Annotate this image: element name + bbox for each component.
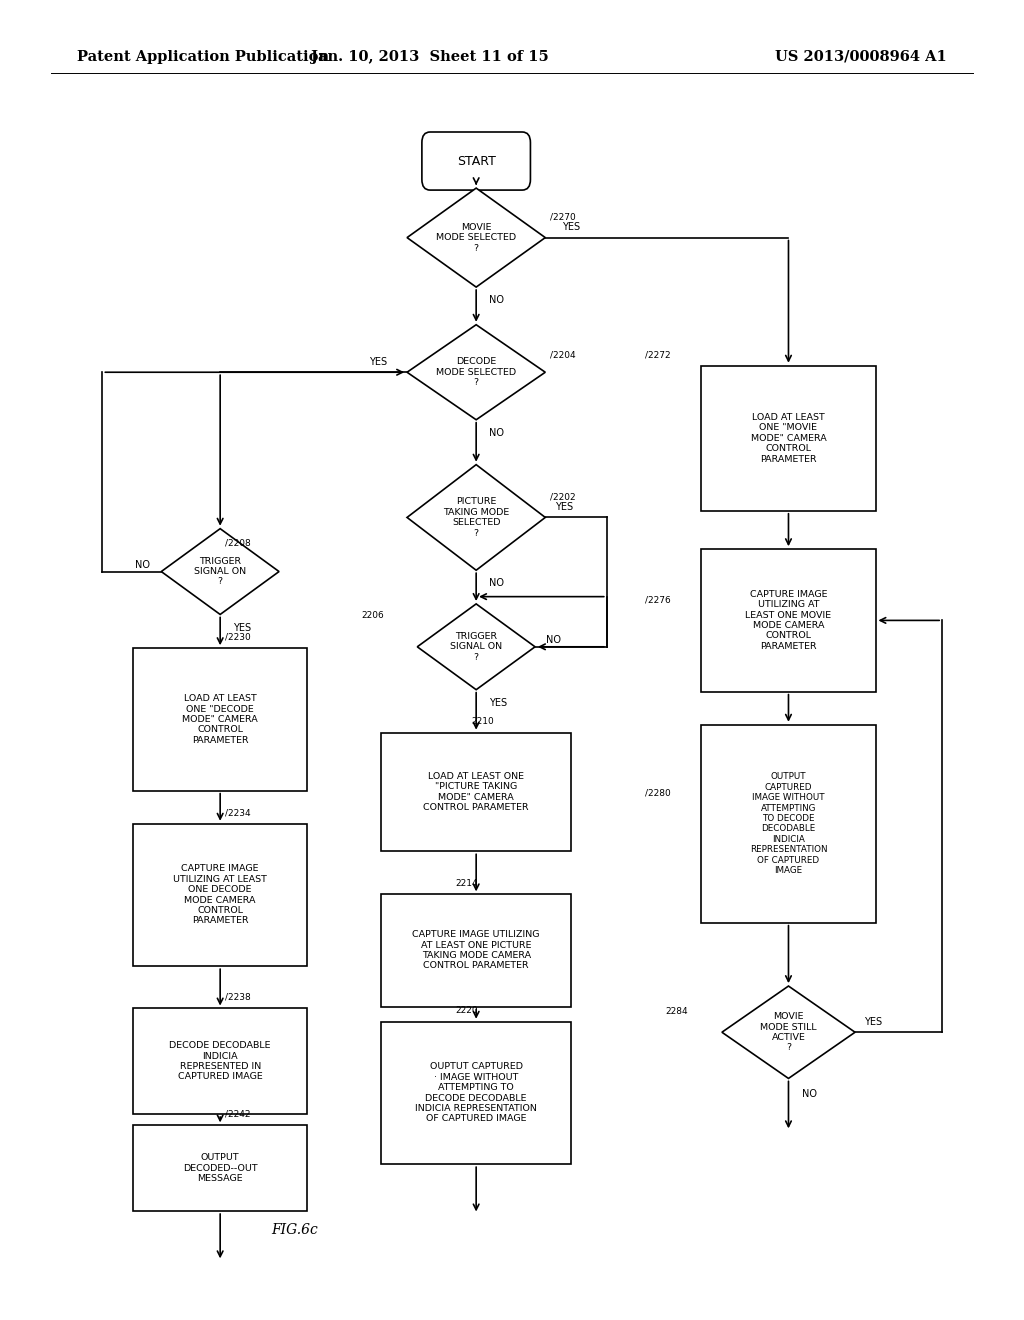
Text: /2242: /2242	[225, 1110, 251, 1118]
Polygon shape	[408, 189, 545, 288]
Text: NO: NO	[135, 560, 151, 570]
Text: /2234: /2234	[225, 808, 251, 817]
Bar	[133, 1008, 307, 1114]
Text: OUPTUT CAPTURED
· IMAGE WITHOUT
ATTEMPTING TO
DECODE DECODABLE
INDICIA REPRESENT: OUPTUT CAPTURED · IMAGE WITHOUT ATTEMPTI…	[415, 1063, 538, 1123]
Text: NO: NO	[802, 1089, 817, 1100]
Text: US 2013/0008964 A1: US 2013/0008964 A1	[775, 50, 947, 63]
Text: LOAD AT LEAST ONE
"PICTURE TAKING
MODE" CAMERA
CONTROL PARAMETER: LOAD AT LEAST ONE "PICTURE TAKING MODE" …	[423, 772, 529, 812]
Text: PICTURE
TAKING MODE
SELECTED
?: PICTURE TAKING MODE SELECTED ?	[443, 498, 509, 537]
Text: 2210: 2210	[471, 717, 494, 726]
Text: DECODE DECODABLE
INDICIA
REPRESENTED IN
CAPTURED IMAGE: DECODE DECODABLE INDICIA REPRESENTED IN …	[169, 1041, 271, 1081]
Text: NO: NO	[489, 578, 505, 589]
Text: /2272: /2272	[645, 350, 671, 359]
Text: TRIGGER
SIGNAL ON
?: TRIGGER SIGNAL ON ?	[195, 557, 246, 586]
FancyBboxPatch shape	[422, 132, 530, 190]
Text: CAPTURE IMAGE UTILIZING
AT LEAST ONE PICTURE
TAKING MODE CAMERA
CONTROL PARAMETE: CAPTURE IMAGE UTILIZING AT LEAST ONE PIC…	[413, 931, 540, 970]
Text: YES: YES	[555, 502, 572, 512]
Text: NO: NO	[546, 635, 561, 645]
Polygon shape	[162, 529, 279, 615]
Text: /2280: /2280	[645, 788, 671, 797]
Text: MOVIE
MODE STILL
ACTIVE
?: MOVIE MODE STILL ACTIVE ?	[760, 1012, 817, 1052]
Polygon shape	[418, 605, 536, 689]
Text: Patent Application Publication: Patent Application Publication	[77, 50, 329, 63]
Text: CAPTURE IMAGE
UTILIZING AT
LEAST ONE MOVIE
MODE CAMERA
CONTROL
PARAMETER: CAPTURE IMAGE UTILIZING AT LEAST ONE MOV…	[745, 590, 831, 651]
Text: /2238: /2238	[225, 993, 251, 1002]
Text: /2202: /2202	[551, 492, 577, 502]
Bar	[701, 549, 876, 692]
Bar	[133, 648, 307, 791]
Text: OUTPUT
CAPTURED
IMAGE WITHOUT
ATTEMPTING
TO DECODE
DECODABLE
INDICIA
REPRESENTAT: OUTPUT CAPTURED IMAGE WITHOUT ATTEMPTING…	[750, 772, 827, 875]
Text: 2284: 2284	[666, 1007, 688, 1016]
Bar	[701, 366, 876, 511]
Bar	[133, 824, 307, 966]
Text: FIG.6c: FIG.6c	[271, 1224, 318, 1237]
Text: NO: NO	[489, 296, 505, 305]
Bar	[133, 1125, 307, 1212]
Bar	[701, 725, 876, 923]
Text: /2276: /2276	[645, 595, 671, 605]
Bar	[382, 895, 571, 1006]
Text: OUTPUT
DECODED--OUT
MESSAGE: OUTPUT DECODED--OUT MESSAGE	[183, 1154, 257, 1183]
Text: 2206: 2206	[361, 611, 384, 620]
Text: 2220: 2220	[456, 1006, 478, 1015]
Text: 2214: 2214	[456, 879, 478, 887]
Text: LOAD AT LEAST
ONE "DECODE
MODE" CAMERA
CONTROL
PARAMETER: LOAD AT LEAST ONE "DECODE MODE" CAMERA C…	[182, 694, 258, 744]
Text: /2204: /2204	[551, 350, 577, 359]
Polygon shape	[722, 986, 855, 1078]
Bar	[382, 733, 571, 851]
Text: START: START	[457, 154, 496, 168]
Text: /2208: /2208	[225, 539, 251, 548]
Text: Jan. 10, 2013  Sheet 11 of 15: Jan. 10, 2013 Sheet 11 of 15	[311, 50, 549, 63]
Text: DECODE
MODE SELECTED
?: DECODE MODE SELECTED ?	[436, 358, 516, 387]
Text: /2230: /2230	[225, 632, 251, 642]
Polygon shape	[408, 325, 545, 420]
Text: YES: YES	[233, 623, 252, 632]
Text: YES: YES	[562, 222, 580, 232]
Text: /2270: /2270	[551, 213, 577, 222]
Polygon shape	[408, 465, 545, 570]
Text: CAPTURE IMAGE
UTILIZING AT LEAST
ONE DECODE
MODE CAMERA
CONTROL
PARAMETER: CAPTURE IMAGE UTILIZING AT LEAST ONE DEC…	[173, 865, 267, 925]
Text: NO: NO	[489, 428, 505, 438]
Text: MOVIE
MODE SELECTED
?: MOVIE MODE SELECTED ?	[436, 223, 516, 252]
Text: YES: YES	[489, 698, 508, 708]
Text: YES: YES	[864, 1016, 883, 1027]
Text: LOAD AT LEAST
ONE "MOVIE
MODE" CAMERA
CONTROL
PARAMETER: LOAD AT LEAST ONE "MOVIE MODE" CAMERA CO…	[751, 413, 826, 463]
Text: TRIGGER
SIGNAL ON
?: TRIGGER SIGNAL ON ?	[451, 632, 502, 661]
Text: YES: YES	[370, 356, 387, 367]
Bar	[382, 1022, 571, 1164]
